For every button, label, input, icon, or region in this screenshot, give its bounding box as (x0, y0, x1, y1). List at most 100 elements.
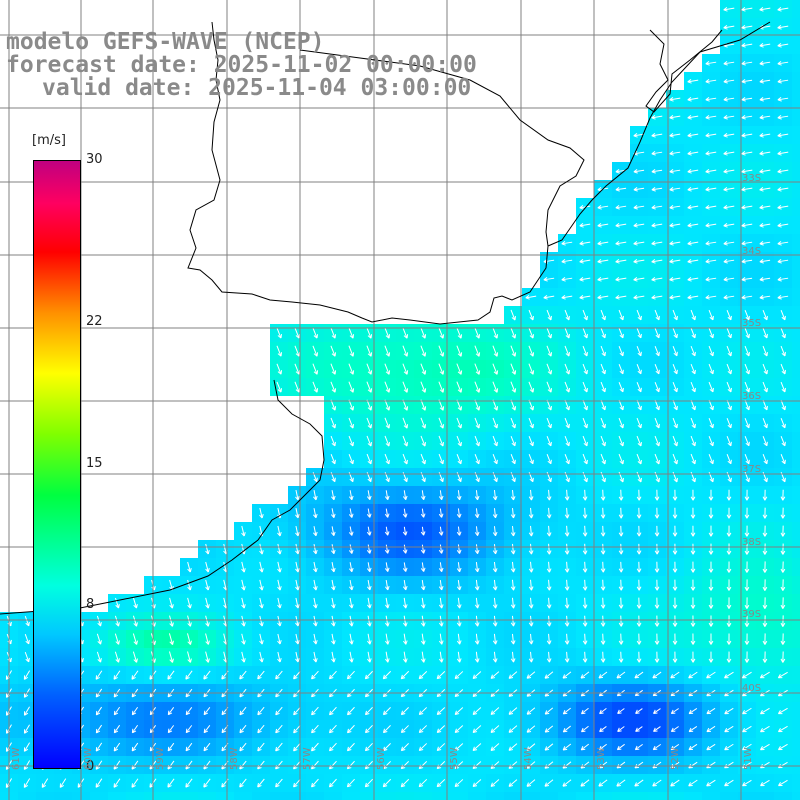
wind-arrow (543, 294, 555, 300)
wind-arrow (185, 725, 193, 734)
wind-arrow (582, 507, 588, 519)
wind-arrow (687, 78, 699, 84)
wind-arrow (329, 724, 337, 734)
wind-arrow (275, 742, 283, 752)
wind-arrow (600, 381, 606, 393)
wind-cell (576, 792, 594, 800)
longitude-label: 54W (523, 747, 534, 770)
wind-arrow (114, 633, 120, 645)
wind-arrow (384, 345, 391, 357)
wind-arrow (474, 490, 480, 501)
wind-arrow (780, 381, 786, 393)
wind-arrow (759, 186, 771, 192)
wind-arrow (633, 294, 645, 300)
wind-arrow (525, 294, 537, 300)
colorbar-tick-label: 8 (86, 597, 95, 613)
wind-arrow (705, 204, 717, 210)
wind-arrow (741, 6, 753, 12)
wind-arrow (780, 579, 786, 591)
wind-arrow (759, 258, 771, 264)
wind-arrow (402, 345, 409, 357)
wind-arrow (205, 597, 210, 609)
wind-arrow (564, 399, 570, 411)
wind-arrow (23, 706, 30, 716)
wind-arrow (762, 561, 768, 573)
wind-arrow (564, 381, 570, 393)
wind-arrow (366, 417, 373, 429)
wind-arrow (400, 725, 409, 734)
wind-arrow (562, 779, 572, 787)
wind-arrow (330, 381, 337, 393)
wind-arrow (687, 168, 699, 174)
wind-arrow (474, 327, 481, 339)
wind-arrow (777, 725, 788, 733)
wind-arrow (510, 327, 517, 339)
wind-cell (792, 594, 800, 612)
wind-arrow (456, 327, 463, 339)
wind-arrow (726, 633, 732, 645)
wind-arrow (636, 525, 642, 537)
colorbar-unit: [m/s] (30, 133, 68, 148)
wind-arrow (402, 651, 408, 663)
wind-arrow (762, 543, 768, 555)
wind-arrow (564, 615, 570, 627)
wind-cell (792, 270, 800, 288)
wind-arrow (384, 453, 390, 465)
wind-arrow (759, 168, 771, 174)
wind-arrow (708, 363, 714, 375)
wind-arrow (636, 381, 642, 393)
wind-arrow (636, 435, 642, 447)
wind-arrow (633, 168, 645, 174)
wind-arrow (241, 543, 246, 555)
wind-arrow (672, 435, 678, 447)
wind-arrow (635, 708, 643, 714)
wind-arrow (651, 132, 663, 138)
wind-arrow (618, 543, 624, 555)
wind-arrow (276, 381, 283, 393)
wind-arrow (762, 417, 768, 429)
wind-arrow (582, 615, 588, 627)
wind-arrow (331, 651, 336, 663)
wind-cell (522, 792, 540, 800)
wind-arrow (330, 454, 336, 465)
wind-arrow (564, 543, 570, 555)
wind-arrow (762, 597, 768, 609)
wind-arrow (636, 489, 642, 501)
wind-arrow (293, 706, 301, 716)
wind-arrow (276, 363, 283, 375)
wind-arrow (777, 294, 789, 300)
longitude-label: 53W (596, 747, 607, 770)
longitude-label: 58W (229, 747, 240, 770)
wind-arrow (561, 240, 573, 246)
wind-arrow (114, 615, 120, 627)
wind-arrow (382, 725, 391, 734)
wind-arrow (510, 489, 516, 501)
wind-cell (126, 792, 144, 800)
wind-arrow (705, 150, 717, 156)
wind-arrow (456, 562, 462, 573)
wind-arrow (474, 562, 480, 573)
wind-arrow (96, 651, 102, 663)
wind-arrow (293, 670, 301, 680)
wind-arrow (259, 615, 264, 627)
wind-arrow (510, 508, 516, 519)
wind-arrow (598, 671, 608, 679)
wind-arrow (546, 345, 553, 357)
wind-arrow (546, 507, 552, 519)
wind-arrow (546, 561, 552, 573)
wind-arrow (169, 615, 174, 627)
wind-arrow (508, 743, 518, 751)
wind-arrow (670, 779, 680, 787)
wind-arrow (382, 742, 391, 752)
wind-arrow (438, 417, 445, 429)
wind-arrow (723, 222, 735, 228)
wind-arrow (544, 707, 554, 715)
wind-arrow (400, 778, 410, 788)
wind-cell (54, 792, 72, 800)
wind-arrow (402, 508, 408, 518)
wind-arrow (564, 525, 570, 537)
wind-arrow (168, 633, 174, 645)
wind-arrow (185, 778, 193, 788)
wind-arrow (367, 615, 372, 627)
